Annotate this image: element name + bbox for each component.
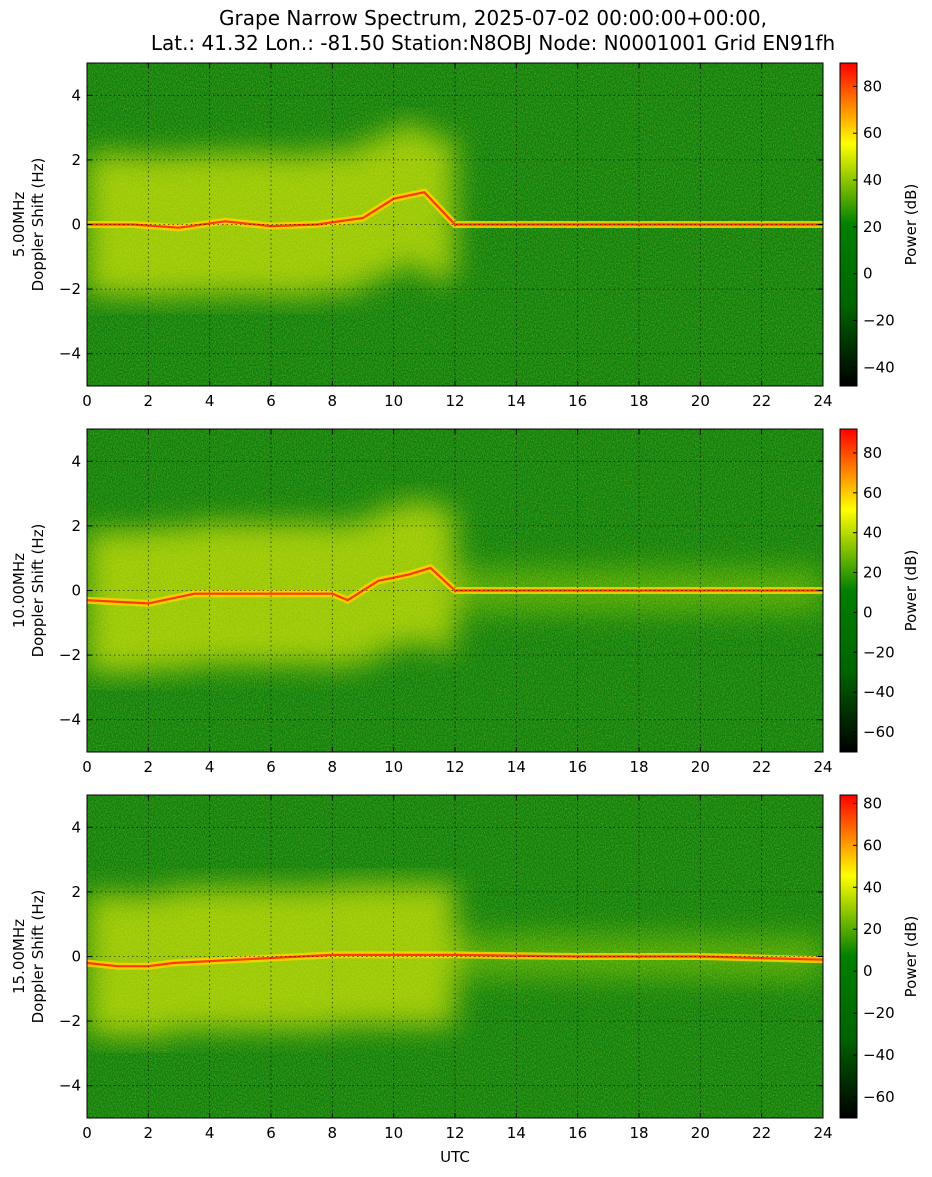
- colorbar-tick-label: −40: [863, 358, 895, 376]
- x-tick-label: 4: [205, 1124, 215, 1142]
- y-tick-label: −4: [59, 345, 81, 363]
- y-tick-label: 0: [71, 216, 81, 234]
- y-tick-label: 0: [71, 948, 81, 966]
- y-axis-label-frequency: 5.00MHz: [10, 192, 28, 258]
- colorbar-tick-label: 60: [863, 124, 882, 142]
- colorbar-tick-label: 80: [863, 444, 882, 462]
- colorbar-tick-label: 20: [863, 218, 882, 236]
- x-tick-label: 22: [752, 758, 771, 776]
- colorbar-tick-label: 20: [863, 920, 882, 938]
- x-tick-label: 22: [752, 392, 771, 410]
- colorbar-tick-label: −40: [863, 683, 895, 701]
- colorbar: [839, 428, 858, 753]
- x-tick-label: 2: [144, 392, 154, 410]
- x-tick-label: 8: [328, 758, 338, 776]
- x-tick-label: 24: [813, 758, 832, 776]
- colorbar-label: Power (dB): [902, 550, 920, 632]
- y-tick-label: −4: [59, 1077, 81, 1095]
- colorbar-tick-label: 40: [863, 171, 882, 189]
- colorbar-label: Power (dB): [902, 184, 920, 266]
- colorbar-tick-label: 80: [863, 794, 882, 812]
- x-tick-label: 4: [205, 758, 215, 776]
- x-tick-label: 20: [691, 392, 710, 410]
- x-tick-label: 8: [328, 1124, 338, 1142]
- y-tick-label: 0: [71, 582, 81, 600]
- colorbar-tick-label: −60: [863, 723, 895, 741]
- y-tick-label: 4: [71, 86, 81, 104]
- colorbar-tick-label: 40: [863, 524, 882, 542]
- x-tick-label: 2: [144, 758, 154, 776]
- x-tick-label: 14: [507, 758, 526, 776]
- colorbar-label: Power (dB): [902, 916, 920, 998]
- colorbar: [839, 794, 858, 1119]
- colorbar-tick-label: 60: [863, 836, 882, 854]
- colorbar-tick-label: 20: [863, 564, 882, 582]
- y-axis-label-frequency: 10.00MHz: [10, 553, 28, 628]
- y-tick-label: 2: [71, 151, 81, 169]
- y-tick-label: −2: [59, 646, 81, 664]
- colorbar-tick-label: 80: [863, 77, 882, 95]
- x-tick-label: 8: [328, 392, 338, 410]
- x-tick-label: 6: [266, 1124, 276, 1142]
- x-tick-label: 0: [82, 1124, 92, 1142]
- y-tick-label: 2: [71, 883, 81, 901]
- colorbar: [839, 62, 858, 387]
- y-tick-label: −4: [59, 711, 81, 729]
- x-tick-label: 12: [445, 392, 464, 410]
- x-tick-label: 22: [752, 1124, 771, 1142]
- colorbar-tick-label: 60: [863, 484, 882, 502]
- y-tick-label: 4: [71, 452, 81, 470]
- y-tick-label: 4: [71, 818, 81, 836]
- x-tick-label: 12: [445, 758, 464, 776]
- x-tick-label: 10: [384, 1124, 403, 1142]
- colorbar-tick-label: −20: [863, 311, 895, 329]
- x-tick-label: 0: [82, 392, 92, 410]
- x-tick-label: 16: [568, 1124, 587, 1142]
- figure-title-line-2: Lat.: 41.32 Lon.: -81.50 Station:N8OBJ N…: [151, 31, 835, 55]
- x-tick-label: 14: [507, 392, 526, 410]
- colorbar-tick-label: −20: [863, 1004, 895, 1022]
- y-tick-label: −2: [59, 1012, 81, 1030]
- x-tick-label: 16: [568, 392, 587, 410]
- x-tick-label: 6: [266, 392, 276, 410]
- carrier-trace: [87, 566, 823, 605]
- y-tick-label: 2: [71, 517, 81, 535]
- colorbar-tick-label: 0: [863, 265, 873, 283]
- x-tick-label: 18: [629, 1124, 648, 1142]
- colorbar-tick-label: 40: [863, 878, 882, 896]
- x-tick-label: 4: [205, 392, 215, 410]
- x-tick-label: 16: [568, 758, 587, 776]
- x-tick-label: 24: [813, 1124, 832, 1142]
- colorbar-tick-label: 0: [863, 603, 873, 621]
- x-tick-label: 2: [144, 1124, 154, 1142]
- x-tick-label: 20: [691, 758, 710, 776]
- y-axis-label-frequency: 15.00MHz: [10, 919, 28, 994]
- x-tick-label: 14: [507, 1124, 526, 1142]
- y-axis-label: Doppler Shift (Hz): [29, 890, 47, 1024]
- colorbar-tick-label: −20: [863, 643, 895, 661]
- colorbar-tick-label: −40: [863, 1046, 895, 1064]
- x-tick-label: 18: [629, 758, 648, 776]
- x-tick-label: 24: [813, 392, 832, 410]
- x-tick-label: 0: [82, 758, 92, 776]
- x-tick-label: 12: [445, 1124, 464, 1142]
- figure-title-line-1: Grape Narrow Spectrum, 2025-07-02 00:00:…: [219, 6, 767, 30]
- colorbar-tick-label: −60: [863, 1088, 895, 1106]
- x-tick-label: 6: [266, 758, 276, 776]
- y-axis-label: Doppler Shift (Hz): [29, 524, 47, 658]
- x-axis-label: UTC: [440, 1148, 470, 1166]
- x-tick-label: 10: [384, 392, 403, 410]
- y-tick-label: −2: [59, 280, 81, 298]
- x-tick-label: 18: [629, 392, 648, 410]
- y-axis-label: Doppler Shift (Hz): [29, 158, 47, 292]
- x-tick-label: 10: [384, 758, 403, 776]
- colorbar-tick-label: 0: [863, 962, 873, 980]
- x-tick-label: 20: [691, 1124, 710, 1142]
